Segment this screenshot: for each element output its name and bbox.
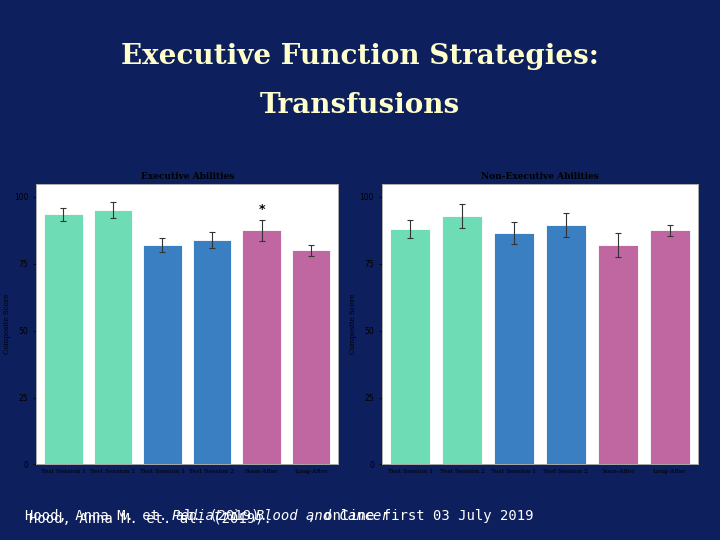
Bar [44, 214, 83, 464]
Text: , online first 03 July 2019: , online first 03 July 2019 [300, 509, 534, 523]
Bar [598, 245, 638, 464]
Text: Transfusions: Transfusions [260, 92, 460, 119]
Title: Non-Executive Abilities: Non-Executive Abilities [481, 172, 599, 181]
Bar [143, 245, 181, 464]
Title: Executive Abilities: Executive Abilities [140, 172, 234, 181]
Text: Hood, Anna M. et. al. (2019). Pediatric Blood and Cancer , online first 03 July : Hood, Anna M. et. al. (2019). Pediatric … [29, 512, 720, 526]
Bar [193, 240, 231, 464]
Bar [494, 233, 534, 464]
Bar [442, 215, 482, 464]
Text: Hood, Anna M. et. al. (2019).: Hood, Anna M. et. al. (2019). [29, 512, 280, 526]
Bar [242, 231, 281, 464]
Bar [649, 231, 690, 464]
Bar [292, 251, 330, 464]
Text: Pediatric Blood and Cancer: Pediatric Blood and Cancer [172, 509, 390, 523]
Y-axis label: Composite Score: Composite Score [348, 294, 356, 354]
Text: Executive Function Strategies:: Executive Function Strategies: [121, 43, 599, 70]
Y-axis label: Composite Score: Composite Score [3, 294, 11, 354]
Bar [546, 225, 586, 464]
Text: *: * [258, 202, 265, 215]
Bar [94, 211, 132, 464]
Bar [390, 229, 431, 464]
Text: Hood, Anna M. et. al. (2019).: Hood, Anna M. et. al. (2019). [25, 509, 276, 523]
